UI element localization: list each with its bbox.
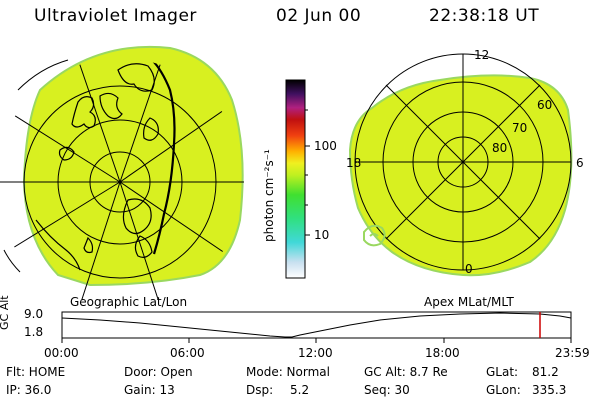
altitude-ymin: 1.8: [24, 325, 44, 339]
info-gain: Gain: 13: [124, 383, 175, 397]
geographic-panel-label: Geographic Lat/Lon: [70, 295, 188, 309]
info-glon-value: 335.3: [532, 383, 567, 397]
image-date: 02 Jun 00: [276, 6, 362, 26]
altitude-xtick-2359: 23:59: [555, 346, 590, 360]
info-glat-label: GLat:: [486, 365, 519, 379]
colorbar-unit-label: photon cm⁻²s⁻¹: [262, 149, 276, 242]
info-dsp-label: Dsp:: [246, 383, 274, 397]
mlt-label-18: 18: [346, 156, 362, 170]
earth-limb: [17, 59, 69, 91]
altitude-xtick-1200: 12:00: [298, 346, 333, 360]
mlt-label-12: 12: [474, 48, 490, 62]
info-flt: Flt: HOME: [6, 365, 66, 379]
instrument-title: Ultraviolet Imager: [34, 6, 197, 26]
altitude-ylabel: GC Alt: [0, 295, 11, 330]
info-glat-value: 81.2: [532, 365, 559, 379]
magnetic-panel-label: Apex MLat/MLT: [424, 295, 514, 309]
geographic-panel: [0, 45, 244, 306]
mlat-label-60: 60: [537, 98, 553, 112]
info-seq: Seq: 30: [364, 383, 410, 397]
magnetic-polar-panel: [348, 53, 573, 277]
info-ip: IP: 36.0: [6, 383, 52, 397]
info-mode: Mode: Normal: [246, 365, 330, 379]
image-time: 22:38:18 UT: [429, 6, 540, 26]
info-gc-alt: GC Alt: 8.7 Re: [364, 365, 448, 379]
info-dsp-value: 5.2: [290, 383, 310, 397]
altitude-xtick-0000: 00:00: [44, 346, 79, 360]
geo-image-fill: [22, 45, 244, 287]
altitude-xtick-0600: 06:00: [170, 346, 205, 360]
colorbar-tick-10: 10: [314, 228, 330, 242]
mlat-label-70: 70: [512, 121, 528, 135]
mlt-label-6: 6: [576, 156, 584, 170]
info-door: Door: Open: [124, 365, 193, 379]
altitude-xtick-1800: 18:00: [425, 346, 460, 360]
info-glon-label: GLon:: [486, 383, 521, 397]
mlt-image-fill: [348, 74, 573, 277]
altitude-plot: [61, 311, 572, 343]
mlt-label-0: 0: [465, 262, 473, 276]
mlat-label-80: 80: [492, 141, 508, 155]
altitude-ymax: 9.0: [24, 307, 44, 321]
color-bar: [285, 79, 310, 279]
colorbar-tick-100: 100: [314, 139, 337, 153]
altitude-trace: [61, 312, 572, 338]
